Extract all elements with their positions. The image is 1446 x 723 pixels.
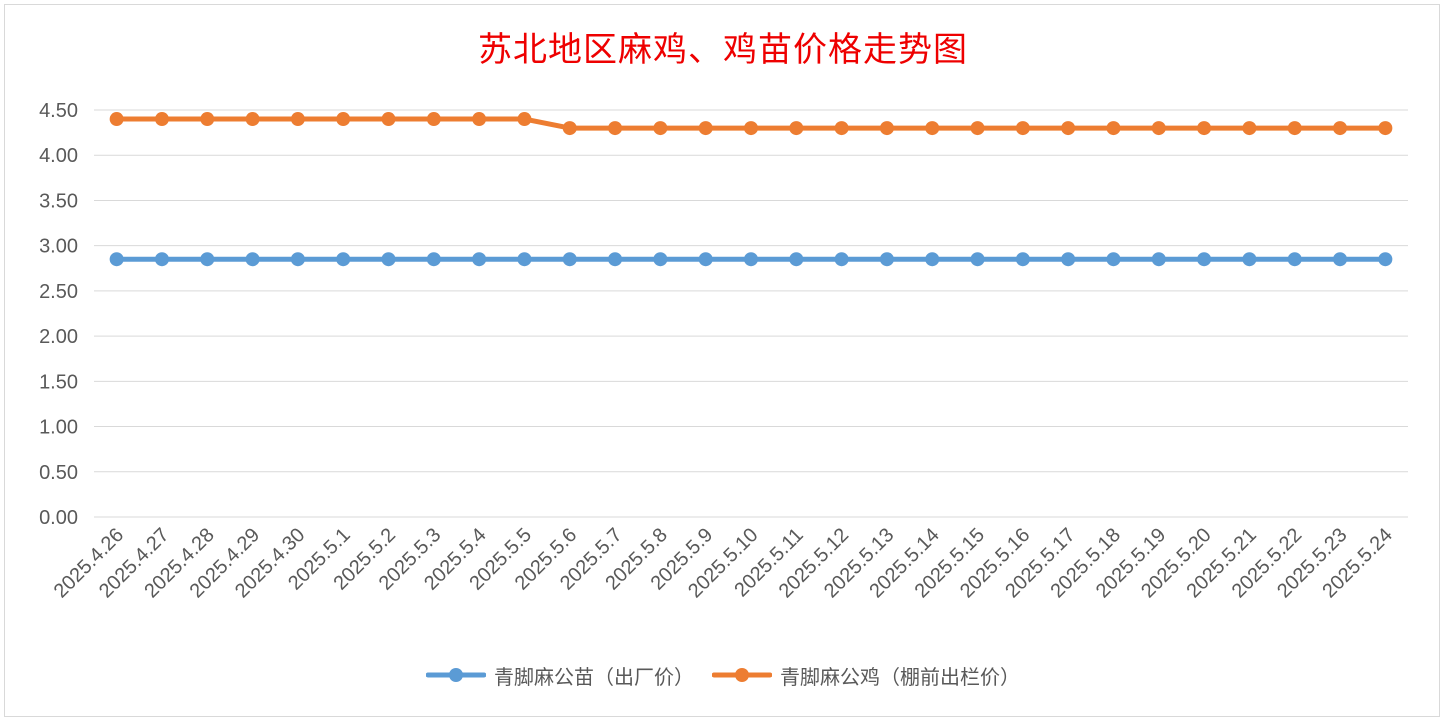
legend-item-rooster: 青脚麻公鸡（棚前出栏价）: [712, 660, 1020, 690]
y-tick-label: 2.50: [39, 281, 78, 303]
data-point-0: [1333, 252, 1348, 267]
data-point-1: [472, 112, 487, 127]
data-point-0: [608, 252, 623, 267]
gridlines: [94, 109, 1408, 518]
data-point-0: [698, 252, 713, 267]
data-point-0: [426, 252, 441, 267]
y-tick-label: 4.50: [39, 100, 78, 122]
y-tick-label: 1.00: [39, 417, 78, 439]
data-point-1: [653, 121, 668, 136]
data-point-1: [879, 121, 894, 136]
data-point-0: [653, 252, 668, 267]
data-point-1: [1061, 121, 1076, 136]
data-point-1: [789, 121, 804, 136]
data-point-1: [1015, 121, 1030, 136]
y-tick-label: 0.50: [39, 462, 78, 484]
y-tick-label: 2.00: [39, 326, 78, 348]
data-point-0: [1197, 252, 1212, 267]
data-point-0: [154, 252, 169, 267]
data-point-1: [1106, 121, 1121, 136]
data-point-0: [200, 252, 215, 267]
data-point-1: [381, 112, 396, 127]
data-point-1: [290, 112, 305, 127]
y-tick-label: 3.00: [39, 236, 78, 258]
data-point-0: [245, 252, 260, 267]
data-point-1: [1287, 121, 1302, 136]
data-point-1: [834, 121, 849, 136]
data-point-0: [925, 252, 940, 267]
data-point-1: [698, 121, 713, 136]
data-point-1: [1333, 121, 1348, 136]
data-point-0: [744, 252, 758, 267]
legend-swatch-orange: [712, 668, 772, 682]
data-point-0: [1015, 252, 1030, 267]
y-tick-label: 3.50: [39, 190, 78, 212]
data-point-1: [562, 121, 577, 136]
data-point-0: [517, 252, 532, 267]
data-point-0: [336, 252, 351, 267]
data-point-1: [744, 121, 758, 136]
data-point-1: [1151, 121, 1166, 136]
data-point-1: [245, 112, 260, 127]
data-point-1: [426, 112, 441, 127]
data-point-0: [1378, 252, 1393, 267]
data-point-0: [879, 252, 894, 267]
data-point-1: [608, 121, 623, 136]
data-point-0: [1242, 252, 1257, 267]
data-point-1: [970, 121, 985, 136]
data-point-0: [834, 252, 849, 267]
y-axis: 0.00 0.50 1.00 1.50 2.00 2.50 3.00 3.50 4.00 4.50: [39, 100, 78, 529]
legend: 青脚麻公苗（出厂价） 青脚麻公鸡（棚前出栏价）: [0, 660, 1446, 690]
legend-label-rooster: 青脚麻公鸡（棚前出栏价）: [780, 664, 1020, 689]
data-point-0: [789, 252, 804, 267]
data-point-0: [381, 252, 396, 267]
data-point-0: [109, 252, 124, 267]
data-point-1: [1197, 121, 1212, 136]
data-point-1: [109, 112, 124, 127]
data-point-0: [472, 252, 487, 267]
data-point-0: [562, 252, 577, 267]
data-point-1: [1378, 121, 1393, 136]
series-group: [109, 112, 1393, 267]
data-point-0: [290, 252, 305, 267]
legend-item-chick: 青脚麻公苗（出厂价）: [426, 660, 694, 690]
data-point-1: [925, 121, 940, 136]
data-point-1: [154, 112, 169, 127]
y-tick-label: 0.00: [39, 507, 78, 529]
data-point-1: [517, 112, 532, 127]
data-point-1: [336, 112, 351, 127]
data-point-0: [1151, 252, 1166, 267]
data-point-0: [1287, 252, 1302, 267]
data-point-0: [970, 252, 985, 267]
data-point-1: [1242, 121, 1257, 136]
data-point-0: [1061, 252, 1076, 267]
chart-title: 苏北地区麻鸡、鸡苗价格走势图: [478, 30, 968, 70]
legend-swatch-blue: [426, 668, 486, 682]
x-axis: 2025.4.262025.4.272025.4.282025.4.292025…: [50, 524, 1397, 602]
y-tick-label: 1.50: [39, 371, 78, 393]
data-point-0: [1106, 252, 1121, 267]
data-point-1: [200, 112, 215, 127]
legend-label-chick: 青脚麻公苗（出厂价）: [494, 664, 694, 689]
y-tick-label: 4.00: [39, 145, 78, 167]
